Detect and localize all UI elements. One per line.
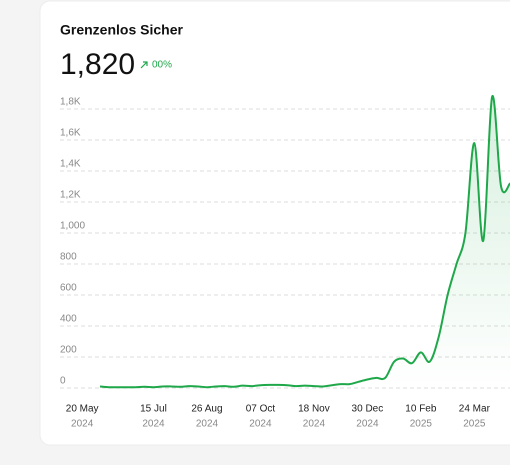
trend-icon <box>140 61 148 69</box>
x-tick-year: 2024 <box>142 419 165 430</box>
x-tick-label: 26 Aug <box>191 404 222 415</box>
chart-title: Grenzenlos Sicher <box>60 22 183 38</box>
x-tick-year: 2024 <box>71 419 94 430</box>
change: 00% <box>152 60 172 71</box>
y-tick-label: 1,4K <box>60 159 81 170</box>
y-tick-label: 1,8K <box>60 97 81 108</box>
y-tick-label: 600 <box>60 283 77 294</box>
x-tick-year: 2024 <box>249 419 272 430</box>
x-tick-label: 18 Nov <box>298 404 330 415</box>
card <box>39 0 510 446</box>
x-tick-year: 2025 <box>410 419 433 430</box>
x-tick-label: 20 May <box>66 404 99 415</box>
y-tick-label: 1,000 <box>60 221 85 232</box>
headline: 1,820 <box>60 48 135 81</box>
x-tick-year: 2024 <box>356 419 379 430</box>
x-tick-year: 2024 <box>303 419 326 430</box>
plot: 0 200 400 600 800 1,000 1,2K 1,4K 1,6K 1,8K 20 May… <box>60 95 510 430</box>
y-tick-label: 400 <box>60 314 77 325</box>
area <box>100 95 510 389</box>
x-tick-label: 24 Mar <box>459 404 491 415</box>
x-tick-year: 2024 <box>196 419 219 430</box>
x-tick-label: 10 Feb <box>405 404 437 415</box>
line <box>99 95 510 389</box>
y-tick-label: 0 <box>60 376 66 387</box>
x-tick-label: 07 Oct <box>246 404 276 415</box>
y-tick-label: 200 <box>60 345 77 356</box>
x-tick-label: 30 Dec <box>352 404 384 415</box>
x-tick-year: 2025 <box>463 419 486 430</box>
x-tick-label: 15 Jul <box>140 404 167 415</box>
y-tick-label: 1,2K <box>60 190 81 201</box>
y-tick-label: 1,6K <box>60 128 81 139</box>
y-tick-label: 800 <box>60 252 77 263</box>
